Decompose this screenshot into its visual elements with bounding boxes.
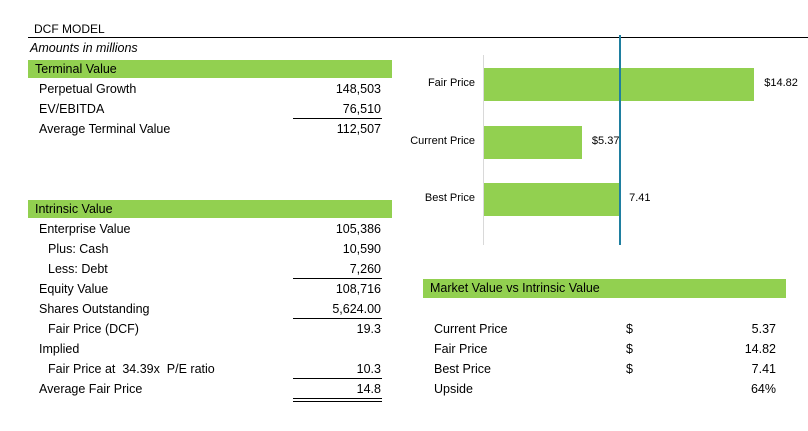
row-label: Plus: Cash (48, 242, 109, 256)
currency-symbol: $ (626, 342, 633, 356)
underline (293, 378, 382, 379)
row-value: 10.3 (356, 362, 381, 376)
bar-best-price (484, 183, 620, 216)
row-value: 7,260 (349, 262, 381, 276)
double-underline-bottom (293, 401, 382, 402)
row-value: 105,386 (335, 222, 381, 236)
currency-symbol: $ (626, 322, 633, 336)
row-label: Fair Price (DCF) (48, 322, 139, 336)
reference-line (619, 35, 621, 245)
row-value: 76,510 (342, 102, 381, 116)
page-subtitle: Amounts in millions (30, 41, 138, 55)
underline (293, 278, 382, 279)
row-label: Fair Price at 34.39x P/E ratio (48, 362, 215, 376)
row-value: 5.37 (751, 322, 776, 336)
category-label: Best Price (424, 191, 475, 204)
underline (293, 318, 382, 319)
row-label: Upside (434, 382, 473, 396)
category-axis-line (483, 55, 484, 245)
market-vs-intrinsic-heading: Market Value vs Intrinsic Value (423, 279, 786, 298)
row-label: EV/EBITDA (39, 102, 105, 116)
underline (293, 118, 382, 119)
page-title: DCF MODEL (34, 22, 105, 36)
row-value: 112,507 (336, 122, 381, 136)
row-label: Average Fair Price (39, 382, 143, 396)
row-label: Average Terminal Value (39, 122, 171, 136)
row-label: Less: Debt (48, 262, 108, 276)
row-value: 108,716 (335, 282, 381, 296)
row-label: Shares Outstanding (39, 302, 150, 316)
row-value: 14.8 (356, 382, 381, 396)
bar-current-price (484, 126, 582, 159)
price-bar-chart: Fair Price $14.82 Current Price $5.37 Best P… (400, 35, 800, 250)
row-label: Fair Price (434, 342, 488, 356)
intrinsic-value-heading: Intrinsic Value (28, 200, 392, 218)
terminal-value-heading: Terminal Value (28, 60, 392, 78)
row-value: 19.3 (356, 322, 381, 336)
row-value: 148,503 (335, 82, 381, 96)
row-label: Enterprise Value (39, 222, 131, 236)
title-divider (28, 37, 808, 38)
data-label: 7.41 (629, 191, 651, 204)
row-value: 7.41 (751, 362, 776, 376)
category-label: Current Price (410, 134, 475, 147)
data-label: $14.82 (764, 76, 798, 89)
row-label: Current Price (434, 322, 508, 336)
row-value: 10,590 (342, 242, 381, 256)
row-label: Perpetual Growth (39, 82, 137, 96)
row-value: 64% (750, 382, 776, 396)
data-label: $5.37 (591, 134, 620, 147)
double-underline-top (293, 398, 382, 399)
row-value: 14.82 (744, 342, 776, 356)
row-label: Implied (39, 342, 80, 356)
row-label: Equity Value (39, 282, 109, 296)
row-value: 5,624.00 (332, 302, 381, 316)
row-label: Best Price (434, 362, 491, 376)
category-label: Fair Price (427, 76, 475, 89)
currency-symbol: $ (626, 362, 633, 376)
